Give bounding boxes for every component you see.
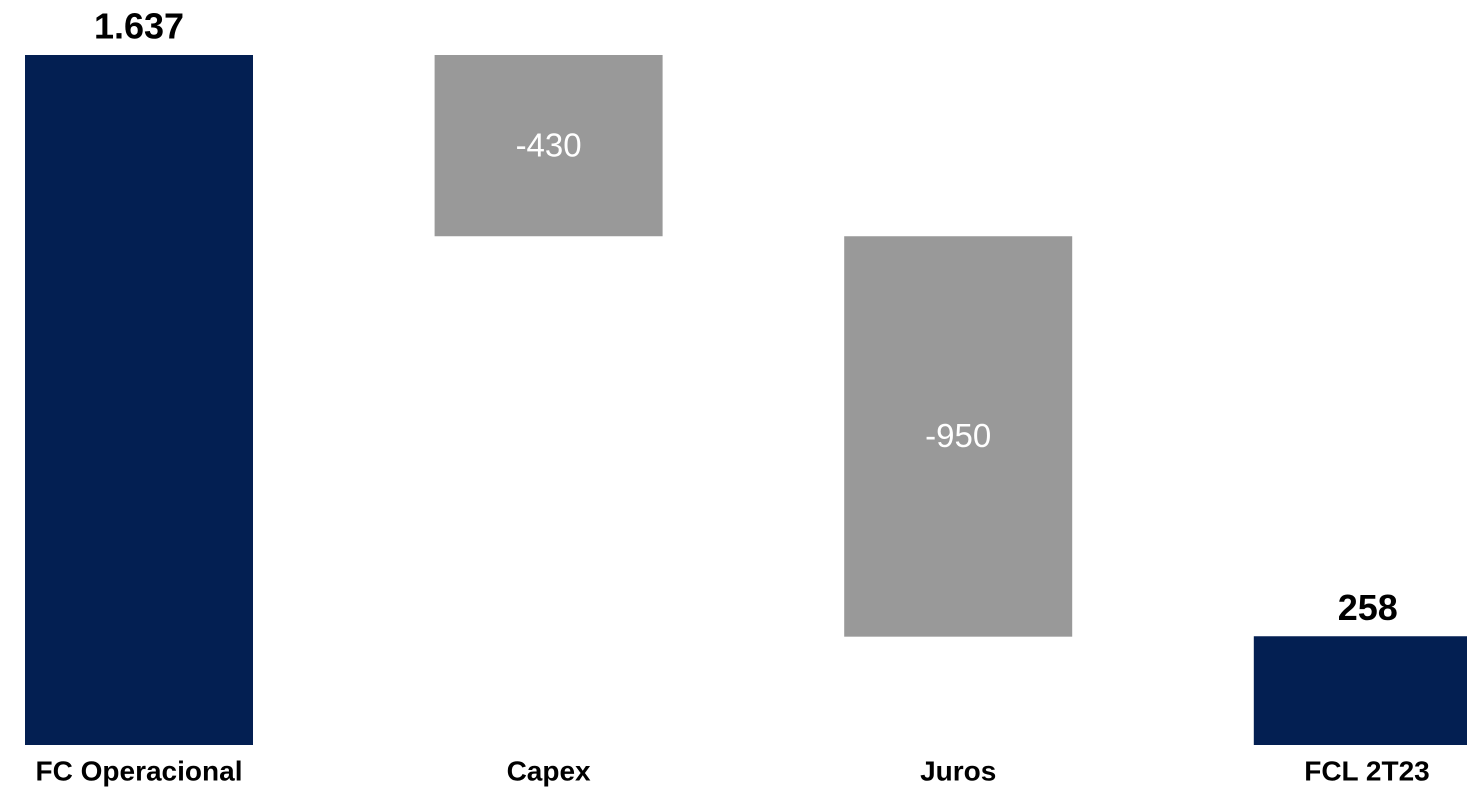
value-label: 258 bbox=[1338, 587, 1398, 628]
value-label: -430 bbox=[516, 126, 582, 163]
value-label: 1.637 bbox=[94, 6, 184, 47]
x-tick-label: Capex bbox=[507, 755, 591, 786]
delta-bar bbox=[434, 55, 663, 237]
value-label: -950 bbox=[925, 417, 991, 454]
total-bar bbox=[1253, 636, 1467, 745]
total-bar bbox=[25, 55, 253, 745]
x-tick-label: Juros bbox=[920, 755, 996, 786]
x-tick-label: FC Operacional bbox=[36, 755, 243, 786]
x-tick-label: FCL 2T23 bbox=[1304, 755, 1430, 786]
delta-bar bbox=[844, 236, 1073, 637]
